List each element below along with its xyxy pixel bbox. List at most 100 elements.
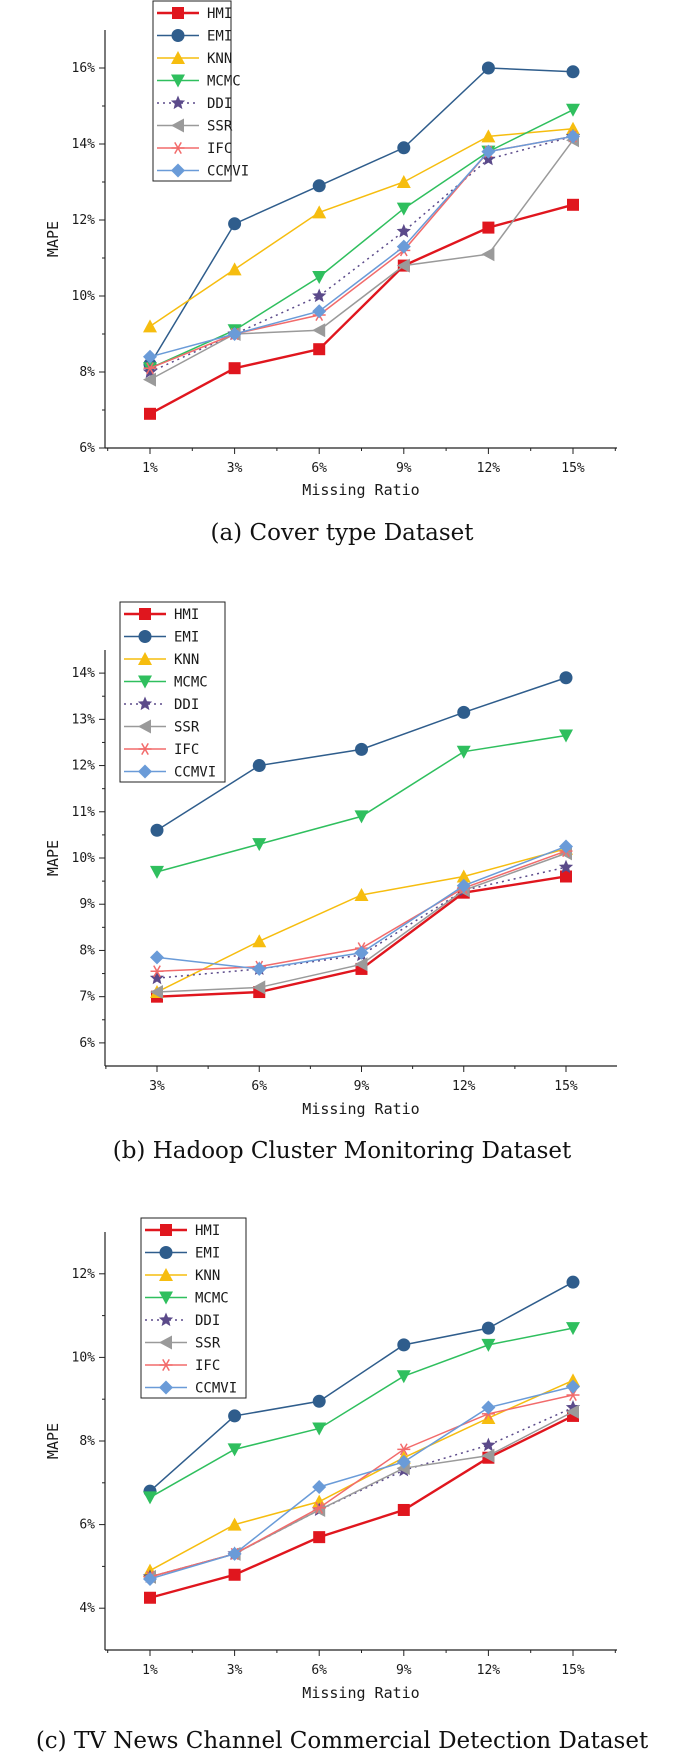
legend-label-ifc: IFC: [207, 141, 232, 157]
legend-box: [152, 0, 232, 182]
y-tick-label: 14%: [72, 666, 96, 681]
point-knn: [481, 1411, 496, 1425]
series-mcmc: [143, 1322, 580, 1505]
point-emi: [457, 705, 471, 719]
point-hmi: [228, 1568, 241, 1581]
point-mcmc: [312, 1422, 327, 1436]
legend-label-ccmvi: CCMVI: [207, 164, 249, 180]
point-ccmvi: [227, 1546, 242, 1561]
series-line-ssr: [149, 139, 574, 381]
series-ccmvi: [143, 129, 580, 364]
x-tick-label: 15%: [554, 1079, 578, 1094]
point-ccmvi: [396, 1454, 411, 1469]
point-emi: [397, 141, 411, 155]
point-emi: [228, 217, 242, 231]
point-mcmc: [252, 838, 267, 852]
y-tick-label: 12%: [72, 213, 96, 228]
series-ssr: [143, 1404, 579, 1584]
x-tick-label: 9%: [396, 1663, 412, 1678]
point-ccmvi: [143, 1571, 157, 1586]
point-knn: [354, 887, 369, 901]
legend-label-mcmc: MCMC: [207, 74, 241, 90]
series-line-emi: [149, 67, 574, 365]
x-axis-label: Missing Ratio: [302, 1684, 419, 1702]
point-emi: [355, 742, 368, 756]
point-hmi: [482, 221, 495, 234]
legend-box: [140, 1217, 247, 1399]
point-knn: [396, 175, 411, 188]
legend-box: [119, 601, 226, 783]
legend-label-ifc: IFC: [195, 1358, 220, 1374]
y-tick-label: 10%: [72, 289, 96, 304]
point-ccmvi: [227, 327, 242, 341]
y-tick-label: 6%: [79, 1036, 95, 1051]
x-axis-label: Missing Ratio: [302, 1100, 419, 1118]
legend-marker-mcmc: [171, 74, 185, 88]
point-emi: [566, 65, 580, 79]
point-ssr: [481, 247, 495, 262]
legend-marker-ccmvi: [159, 1380, 173, 1395]
point-ccmvi: [396, 239, 411, 254]
legend-label-emi: EMI: [195, 1246, 220, 1262]
series-emi: [150, 671, 573, 837]
series-ddi: [142, 1400, 581, 1583]
series-ccmvi: [143, 1379, 580, 1586]
y-axis-label: MAPE: [44, 221, 62, 257]
x-tick-label: 3%: [149, 1079, 165, 1094]
point-mcmc: [396, 1370, 411, 1384]
point-hmi: [397, 1503, 410, 1516]
y-tick-label: 7%: [79, 990, 95, 1005]
point-mcmc: [566, 103, 580, 117]
point-ssr: [143, 372, 156, 387]
legend-label-emi: EMI: [174, 630, 199, 646]
y-tick-label: 6%: [79, 1518, 95, 1533]
series-line-mcmc: [149, 109, 574, 369]
legend-label-ifc: IFC: [174, 742, 199, 758]
point-emi: [312, 179, 326, 193]
chart-panel-c: 4% 6% 8% 10% 12% 1% 3% 6% 9% 12% 15% Missing Ratio M…: [36, 1217, 649, 1754]
point-mcmc: [481, 1338, 496, 1352]
point-hmi: [560, 870, 572, 883]
legend-marker-knn: [171, 51, 185, 64]
x-tick-label: 3%: [227, 461, 243, 476]
legend-label-knn: KNN: [195, 1268, 220, 1284]
legend-label-hmi: HMI: [174, 607, 199, 623]
x-tick-label: 9%: [354, 1079, 370, 1094]
point-ccmvi: [252, 961, 267, 976]
point-mcmc: [143, 1491, 157, 1505]
y-tick-label: 10%: [72, 851, 96, 866]
series-line-knn: [149, 1379, 574, 1572]
y-tick-label: 13%: [72, 712, 96, 727]
legend-marker-ddi: [158, 1312, 174, 1327]
point-emi: [228, 1409, 242, 1423]
point-ssr: [396, 258, 410, 273]
legend-marker-hmi: [172, 7, 184, 19]
legend-marker-ssr: [171, 118, 184, 133]
y-tick-label: 12%: [72, 759, 96, 774]
point-ccmvi: [566, 129, 580, 144]
point-ifc: [143, 362, 157, 375]
point-ccmvi: [354, 945, 369, 960]
legend-marker-ddi: [170, 95, 186, 110]
legend-label-ssr: SSR: [207, 119, 233, 135]
point-knn: [227, 1517, 242, 1531]
legend-label-ddi: DDI: [174, 697, 199, 713]
point-ccmvi: [143, 349, 157, 364]
point-ssr: [150, 985, 163, 1000]
series-line-hmi: [149, 1414, 574, 1599]
point-ccmvi: [312, 304, 327, 319]
legend-marker-hmi: [139, 608, 151, 620]
series-line-hmi: [149, 203, 574, 415]
y-tick-label: 11%: [72, 805, 96, 820]
point-knn: [227, 262, 242, 276]
point-ccmvi: [559, 839, 573, 854]
x-tick-label: 15%: [561, 1663, 585, 1678]
point-ifc: [312, 1501, 326, 1514]
y-tick-label: 16%: [72, 61, 96, 76]
point-mcmc: [456, 745, 471, 759]
x-tick-label: 15%: [561, 461, 585, 476]
point-mcmc: [312, 271, 327, 284]
series-ccmvi: [150, 839, 573, 976]
point-mcmc: [566, 1322, 580, 1336]
